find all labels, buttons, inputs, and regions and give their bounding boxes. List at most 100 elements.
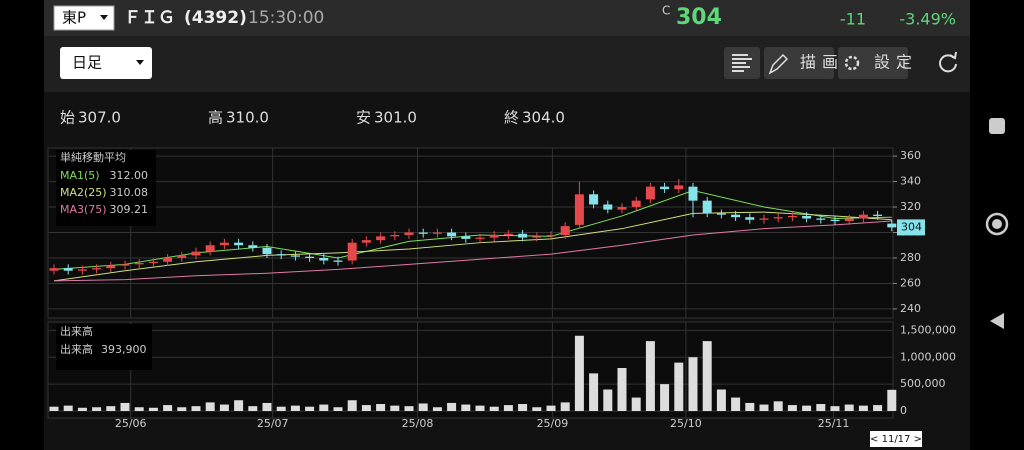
ohlc-label: 安 (356, 109, 371, 127)
volume-bar (163, 405, 173, 411)
volume-bar (844, 404, 854, 411)
volume-tick-label: 0 (900, 404, 907, 417)
indicator-icon (732, 54, 752, 72)
candle-body (77, 269, 87, 271)
volume-bar (759, 404, 769, 411)
candle-body (390, 235, 400, 237)
cursor-box (870, 431, 922, 447)
volume-bar (404, 406, 414, 411)
volume-bar (262, 402, 272, 411)
volume-bar (49, 406, 59, 411)
volume-bar (390, 405, 400, 411)
candle-body (319, 257, 329, 261)
price: 304 (676, 5, 722, 30)
volume-tick-label: 1,000,000 (900, 350, 956, 363)
volume-tick-label: 500,000 (900, 377, 946, 390)
last-price-box (897, 219, 925, 236)
volume-bar (645, 341, 655, 411)
legend-value: 310.08 (110, 186, 149, 199)
candle-body (617, 207, 627, 210)
header-bar (44, 0, 970, 36)
volume-bar (660, 384, 670, 411)
x-tick-label: 25/11 (818, 417, 850, 430)
volume-bar (503, 405, 513, 411)
candle-body (475, 237, 485, 239)
nav-home[interactable] (985, 212, 1009, 236)
candle-body (731, 214, 741, 218)
volume-bar (92, 407, 102, 411)
candle-body (759, 218, 769, 220)
candle-body (106, 265, 116, 269)
cursor-label: < 11/17 > (870, 434, 922, 445)
candle-body (234, 242, 244, 246)
volume-bar (333, 407, 343, 411)
candle-body (205, 245, 215, 252)
candle-body (887, 223, 897, 228)
candle-body (49, 268, 59, 271)
volume-bar (106, 406, 116, 411)
volume-bar (305, 406, 315, 411)
candle-body (134, 263, 144, 265)
volume-bar (461, 404, 471, 411)
candle-body (589, 194, 599, 205)
last-price: 304 (901, 220, 922, 233)
volume-bar (830, 406, 840, 411)
volume-bar (489, 406, 499, 411)
candle-body (546, 235, 556, 237)
candle-body (603, 204, 613, 210)
volume-bar (361, 405, 371, 411)
candle-body (63, 268, 73, 271)
volume-bar (290, 405, 300, 411)
volume-value: 393,900 (101, 343, 147, 356)
volume-bar (276, 406, 286, 411)
ohlc-label: 高 (208, 109, 223, 127)
candle-body (163, 257, 173, 262)
nav-recent[interactable] (989, 118, 1005, 134)
y-tick-label: 260 (900, 276, 921, 289)
candle-body (844, 218, 854, 222)
y-tick-label: 360 (900, 149, 921, 162)
draw-button[interactable] (764, 47, 834, 79)
volume-legend (56, 324, 152, 370)
x-tick-label: 25/06 (115, 417, 147, 430)
candle-body (177, 255, 187, 258)
volume-bar (319, 404, 329, 411)
settings-button[interactable] (838, 47, 908, 79)
candle-body (404, 232, 414, 236)
candle-body (830, 219, 840, 222)
volume-bar (418, 403, 428, 411)
volume-bar (447, 402, 457, 411)
refresh-icon[interactable] (939, 51, 957, 73)
candle-body (447, 232, 457, 237)
legend-value: 312.00 (110, 169, 149, 182)
candle-body (773, 217, 783, 219)
y-tick-label: 280 (900, 251, 921, 264)
stock-name: ＦＩＧ (124, 8, 175, 28)
candle-body (376, 236, 386, 241)
nav-back[interactable] (990, 313, 1004, 329)
volume-bar (816, 404, 826, 411)
x-tick-label: 25/09 (537, 417, 569, 430)
candle-body (858, 214, 868, 219)
candle-body (461, 236, 471, 239)
volume-bar (148, 407, 158, 411)
volume-bar (716, 389, 726, 411)
period-select[interactable] (60, 47, 152, 79)
candle-body (191, 251, 201, 256)
volume-bar (432, 407, 442, 411)
volume-bar (63, 405, 73, 411)
candle-body (787, 215, 797, 218)
volume-bar (873, 405, 883, 411)
volume-bar (589, 373, 599, 411)
gear-icon (844, 55, 860, 71)
volume-bar (688, 357, 698, 411)
legend-value: 309.21 (110, 203, 149, 216)
candle-body (120, 264, 130, 266)
ohlc-label: 始 (60, 109, 75, 127)
candle-body (92, 268, 102, 270)
market: 東P (62, 9, 86, 27)
candle-body (532, 236, 542, 238)
volume-bar (887, 389, 897, 411)
price-flag: C (662, 4, 670, 18)
y-tick-label: 240 (900, 302, 921, 315)
